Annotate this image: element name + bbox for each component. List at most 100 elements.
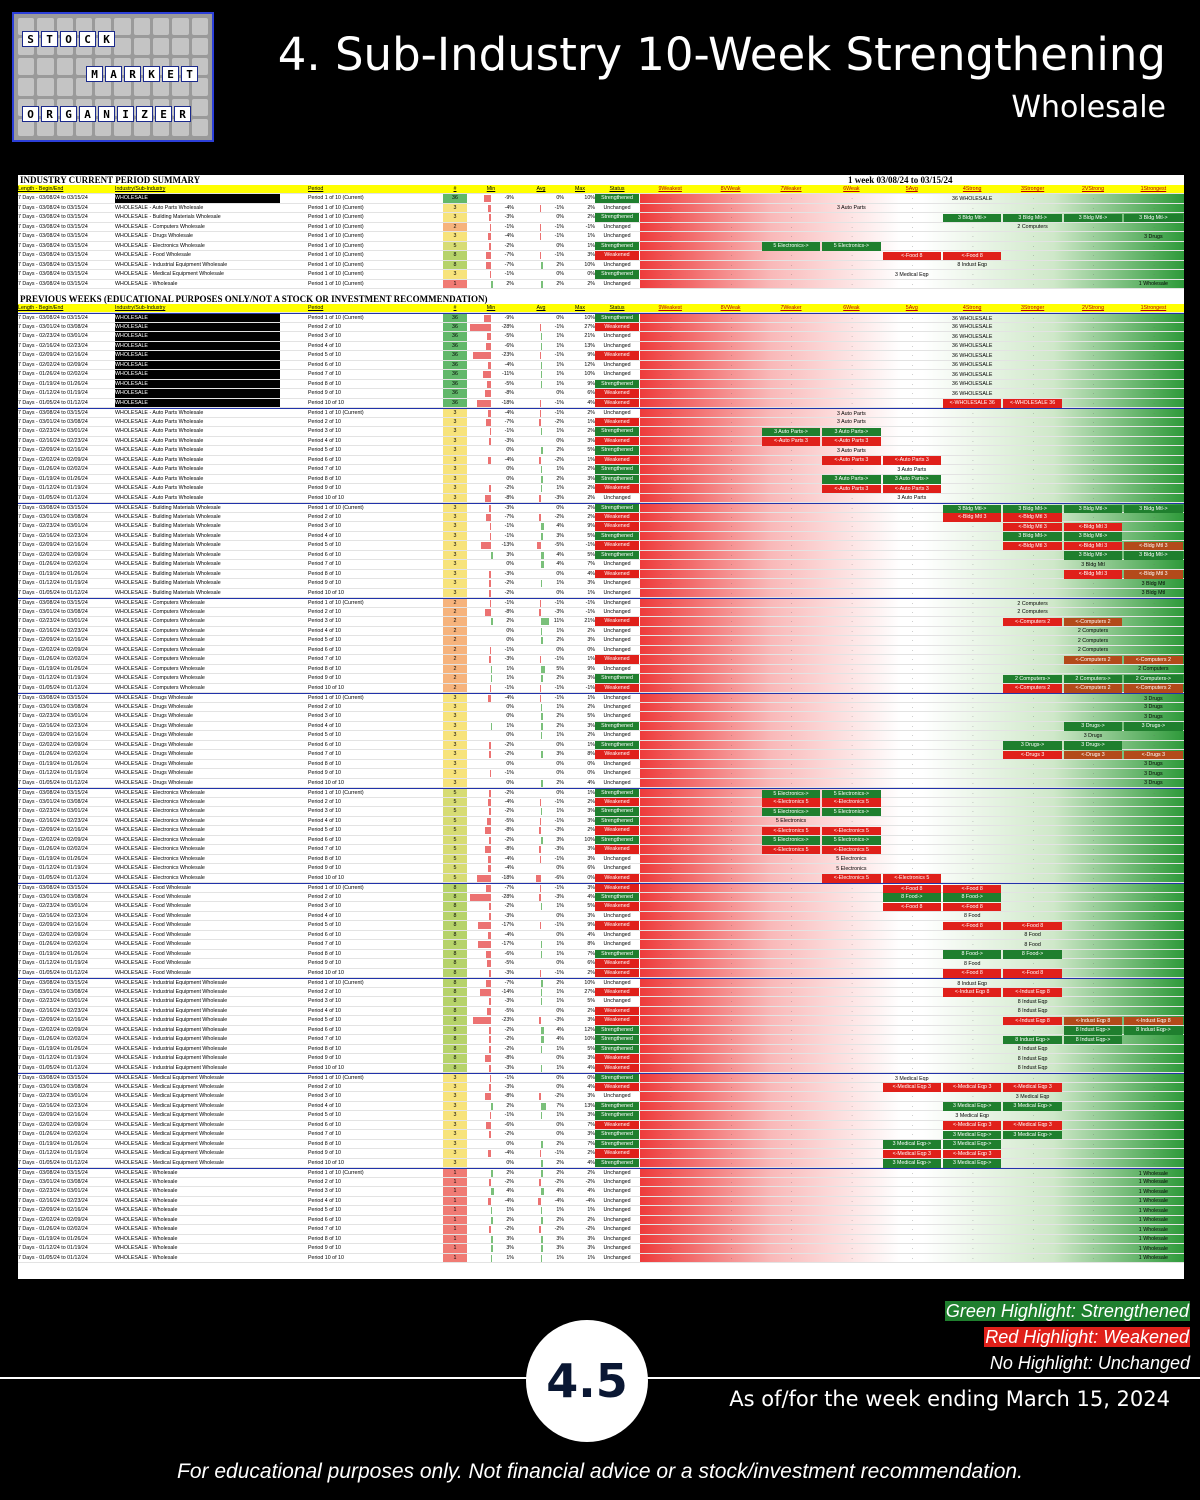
row-min: -1% [504,532,514,539]
empty-zone-dot: . [730,1235,732,1242]
strength-gradient [640,1120,1184,1129]
row-min-bar [487,1150,491,1157]
zone-chip: <-Bldg Mtl 3 [943,513,1002,522]
table-row: 7 Days - 02/23/24 to 03/01/24 WHOLESALE -… [18,1187,1184,1197]
empty-zone-dot: . [791,912,793,919]
row-avg: -1% [554,855,564,862]
row-status: Strengthened [595,504,639,512]
row-length: 7 Days - 02/02/24 to 02/09/24 [18,646,88,653]
row-status: Unchanged [603,627,631,634]
row-avg-bar [539,418,541,426]
empty-zone-dot: . [851,361,853,368]
empty-zone-dot: . [1093,827,1095,833]
row-min-bar [489,903,491,910]
empty-zone-dot: . [1093,1064,1095,1071]
empty-zone-dot: . [972,665,974,672]
empty-zone-dot: . [730,1026,732,1033]
row-industry: WHOLESALE - Drugs Wholesale [115,741,194,748]
empty-zone-dot: . [972,846,974,852]
row-industry: WHOLESALE - Auto Parts Wholesale [115,428,204,434]
row-length: 7 Days - 01/19/24 to 01/26/24 [18,570,88,577]
row-max: 2% [587,732,595,738]
legend-strengthened: Green Highlight: Strengthened [944,1301,1190,1321]
row-period: Period 2 of 10 [308,798,341,805]
row-industry: WHOLESALE - Wholesale [115,1216,178,1223]
zone-chip: 5 Electronics-> [822,807,881,816]
table-row: 7 Days - 01/19/24 to 01/26/24 WHOLESALE -… [18,1234,1184,1244]
row-length: 7 Days - 02/23/24 to 03/01/24 [18,808,88,814]
row-industry: WHOLESALE - Wholesale [115,1254,178,1261]
empty-zone-dot: . [791,1226,793,1232]
row-min-bar [491,1207,492,1214]
row-count: 3 [443,569,467,578]
row-period: Period 10 of 10 [308,494,344,501]
logo-letter: C [79,31,96,47]
row-period: Period 8 of 10 [308,475,341,482]
row-length: 7 Days - 03/08/24 to 03/15/24 [18,315,88,321]
row-min-bar [487,410,491,417]
empty-zone-dot: . [670,1036,672,1042]
zone-chip: 8 Food [963,913,981,919]
row-min-bar [490,523,491,530]
empty-zone-dot: . [791,779,793,786]
row-min: 3% [506,1245,514,1251]
empty-zone-dot: . [730,361,732,368]
row-min-bar [487,855,491,863]
empty-zone-dot: . [1032,1150,1034,1156]
logo-letter: O [60,31,77,47]
row-min: -8% [504,390,514,396]
row-length: 7 Days - 03/01/24 to 03/08/24 [18,988,88,995]
table-row: 7 Days - 02/09/24 to 02/16/24 WHOLESALE Pe… [18,351,1184,361]
empty-zone-dot: . [911,399,914,406]
zone-chip: <-Food 8 [943,902,1002,911]
empty-zone-dot: . [972,233,974,239]
empty-zone-dot: . [791,505,793,511]
row-status: Unchanged [603,1254,631,1261]
empty-zone-dot: . [791,333,793,339]
row-status: Unchanged [603,912,631,919]
row-min: -5% [504,1007,514,1014]
empty-zone-dot: . [791,271,793,277]
row-min: 1% [506,675,514,681]
strength-gradient [640,1006,1184,1015]
table-row: 7 Days - 03/08/24 to 03/15/24 WHOLESALE -… [18,503,1184,513]
logo-letter: O [22,106,39,122]
row-max: 4% [587,1083,595,1090]
zone-chip: 3 Medical Eqp-> [943,1102,1002,1111]
row-avg-bar [541,703,542,711]
row-count: 3 [443,522,467,531]
strength-gradient [640,213,1184,222]
zone-chip: 5 Electronics-> [822,242,881,251]
strength-gradient [640,769,1184,778]
row-min-bar [489,242,491,250]
empty-zone-dot: . [851,1064,853,1071]
row-avg-bar [541,447,543,454]
row-avg: 1% [556,380,564,387]
empty-zone-dot: . [972,1064,974,1071]
row-status: Weakened [595,884,639,892]
empty-zone-dot: . [851,1159,853,1166]
empty-zone-dot: . [730,1093,732,1099]
empty-zone-dot: . [851,399,853,406]
empty-zone-dot: . [1153,893,1155,900]
row-industry: WHOLESALE - Food Wholesale [115,252,191,258]
row-industry: WHOLESALE - Computers Wholesale [115,675,205,681]
empty-zone-dot: . [1153,204,1155,211]
row-avg: -1% [554,922,564,928]
empty-zone-dot: . [1153,1093,1155,1099]
empty-zone-dot: . [1093,600,1095,606]
row-avg-bar [541,466,542,473]
row-avg-bar [541,361,542,369]
row-length: 7 Days - 01/05/24 to 01/12/24 [18,1064,88,1071]
empty-zone-dot: . [851,252,853,258]
zone-header: 3Stronger [1020,186,1045,192]
empty-zone-dot: . [851,941,853,947]
row-min: -1% [504,223,514,230]
row-status: Strengthened [595,270,639,279]
empty-zone-dot: . [972,760,974,767]
row-min: -3% [504,437,514,444]
empty-zone-dot: . [972,494,974,501]
empty-zone-dot: . [911,827,914,833]
row-max: 2% [587,410,595,416]
